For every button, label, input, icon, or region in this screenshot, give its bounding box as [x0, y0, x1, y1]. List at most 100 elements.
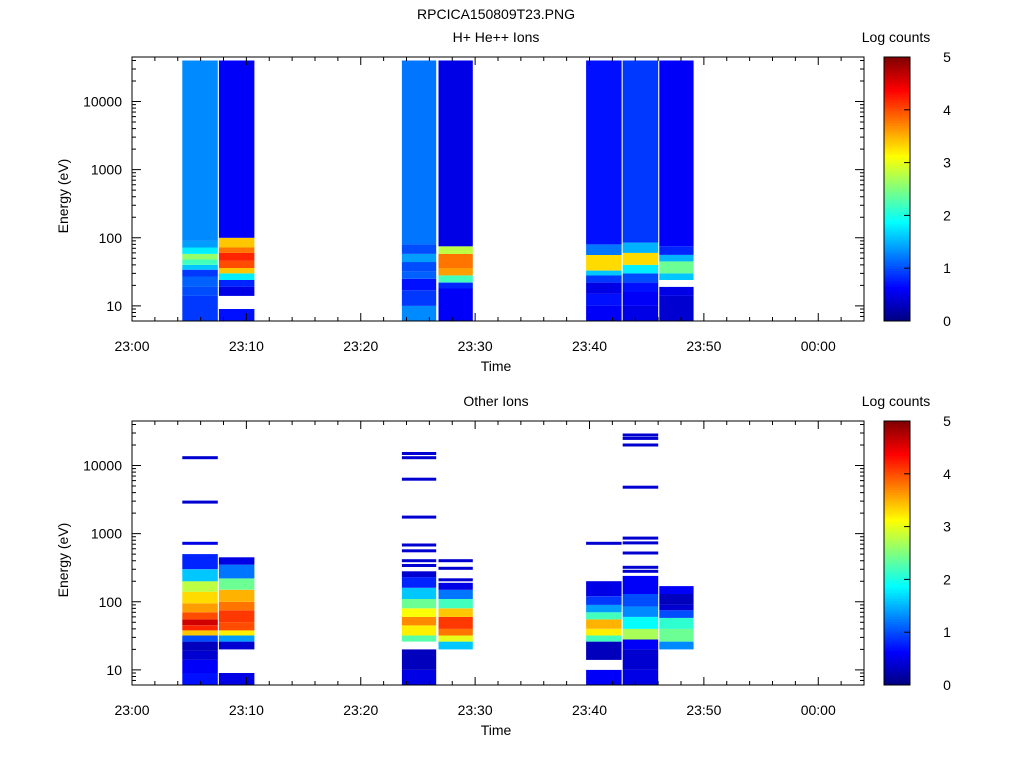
colorbar-step: [884, 265, 910, 269]
colorbar-step: [884, 587, 910, 591]
colorbar-step: [884, 661, 910, 665]
colorbar-step: [884, 537, 910, 541]
heatmap-cell: [182, 673, 218, 685]
colorbar-step: [884, 173, 910, 177]
colorbar-step: [884, 297, 910, 301]
colorbar-step: [884, 252, 910, 256]
colorbar-step: [884, 553, 910, 557]
colorbar-tick-label: 2: [943, 571, 951, 587]
heatmap-cell: [182, 630, 218, 636]
colorbar-step: [884, 513, 910, 517]
colorbar-step: [884, 568, 910, 572]
colorbar-step: [884, 136, 910, 140]
x-tick-label: 23:20: [343, 338, 378, 354]
colorbar-step: [884, 423, 910, 427]
colorbar-step: [884, 315, 910, 319]
x-tick-label: 23:20: [343, 702, 378, 718]
heatmap-cell: [586, 581, 622, 597]
colorbar-step: [884, 508, 910, 512]
colorbar-step: [884, 247, 910, 251]
colorbar-step: [884, 189, 910, 193]
heatmap-line: [401, 549, 437, 553]
heatmap-cell: [218, 280, 255, 287]
colorbar-label: Log counts: [862, 393, 931, 409]
heatmap-cell: [182, 581, 218, 592]
colorbar-step: [884, 62, 910, 66]
colorbar-step: [884, 152, 910, 156]
colorbar-step: [884, 489, 910, 493]
y-tick-label: 10: [106, 298, 122, 314]
heatmap-cell: [438, 641, 473, 650]
heatmap-cell: [659, 610, 694, 618]
colorbar-step: [884, 294, 910, 298]
colorbar-step: [884, 481, 910, 485]
colorbar-step: [884, 479, 910, 483]
heatmap-cell: [622, 639, 659, 650]
heatmap-cell: [218, 273, 255, 280]
heatmap-cell: [659, 261, 694, 274]
heatmap-cell: [438, 616, 473, 629]
colorbar-step: [884, 194, 910, 198]
y-tick-label: 10000: [83, 94, 122, 110]
heatmap-cell: [401, 271, 437, 279]
x-tick-label: 23:50: [686, 338, 721, 354]
colorbar-step: [884, 629, 910, 633]
y-tick-label: 100: [99, 594, 123, 610]
colorbar-step: [884, 218, 910, 222]
heatmap-cell: [401, 669, 437, 685]
heatmap-cell: [218, 635, 255, 642]
colorbar-step: [884, 671, 910, 675]
colorbar-step: [884, 107, 910, 111]
heatmap-cell: [659, 273, 694, 280]
colorbar-step: [884, 621, 910, 625]
colorbar-label: Log counts: [862, 29, 931, 45]
y-tick-label: 1000: [91, 162, 122, 178]
colorbar-step: [884, 257, 910, 261]
heatmap-cell: [659, 246, 694, 255]
colorbar-step: [884, 642, 910, 646]
heatmap-cell: [438, 608, 473, 617]
colorbar-step: [884, 99, 910, 103]
colorbar-step: [884, 231, 910, 235]
colorbar-step: [884, 268, 910, 272]
x-axis-label: Time: [481, 722, 512, 738]
colorbar-tick-label: 0: [943, 313, 951, 329]
heatmap-cell: [182, 269, 218, 277]
colorbar-step: [884, 582, 910, 586]
colorbar-step: [884, 624, 910, 628]
heatmap-line: [438, 566, 473, 570]
colorbar-tick-label: 2: [943, 207, 951, 223]
heatmap-line: [622, 485, 659, 489]
colorbar-step: [884, 281, 910, 285]
colorbar-step: [884, 302, 910, 306]
heatmap-cell: [182, 603, 218, 613]
heatmap-cell: [401, 253, 437, 263]
colorbar-step: [884, 96, 910, 100]
heatmap-cell: [218, 641, 255, 650]
heatmap-cell: [659, 604, 694, 611]
colorbar-step: [884, 157, 910, 161]
heatmap-cell: [218, 60, 255, 238]
plot-axes: 23:00 23:10 23:20 23:30 23:40 23:50 00:00 10 100…: [83, 56, 865, 354]
heatmap-line: [401, 456, 437, 460]
colorbar-step: [884, 72, 910, 76]
colorbar-tick-label: 5: [943, 413, 951, 429]
colorbar-step: [884, 130, 910, 134]
colorbar-step: [884, 313, 910, 317]
heatmap-cell: [586, 596, 622, 605]
heatmap-cell: [586, 60, 622, 245]
heatmap-line: [182, 541, 218, 545]
heatmap-cell: [438, 268, 473, 276]
colorbar-step: [884, 109, 910, 113]
colorbar-step: [884, 487, 910, 491]
colorbar-step: [884, 278, 910, 282]
colorbar-step: [884, 560, 910, 564]
heatmap-cell: [401, 608, 437, 617]
colorbar-step: [884, 510, 910, 514]
x-tick-label: 23:00: [114, 702, 149, 718]
heatmap-cell: [622, 282, 659, 292]
heatmap-cell: [401, 587, 437, 599]
colorbar-step: [884, 149, 910, 153]
heatmap-cell: [218, 286, 255, 296]
panel-other-ions: Other Ions Log counts Energy (eV) Time 2…: [55, 393, 951, 738]
